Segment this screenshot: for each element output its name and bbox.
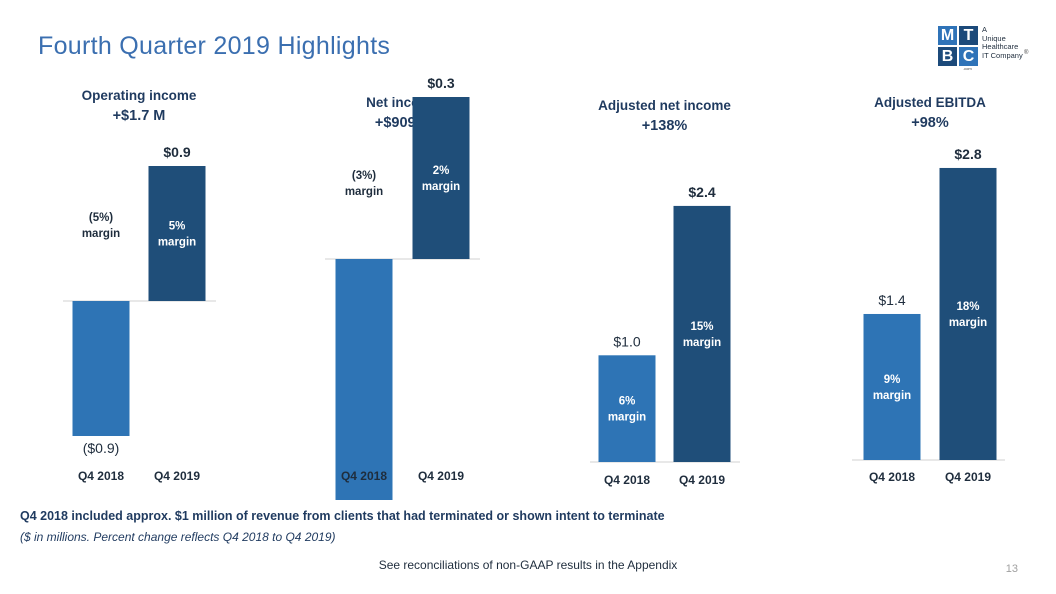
- margin-label: (5%): [89, 212, 113, 224]
- logo-tagline: A Unique Healthcare IT Company: [982, 25, 1023, 60]
- margin-label: margin: [683, 337, 721, 349]
- chart-subtitle: +$1.7 M: [113, 108, 166, 124]
- category-label: Q4 2019: [154, 469, 200, 483]
- bar: [598, 355, 656, 462]
- category-label: Q4 2018: [341, 469, 387, 483]
- margin-label: margin: [82, 228, 120, 240]
- units-note: ($ in millions. Percent change reflects …: [20, 530, 336, 544]
- bar: [939, 167, 997, 460]
- chart-title: Operating income: [82, 88, 197, 103]
- bar: [863, 313, 921, 460]
- category-label: Q4 2018: [604, 473, 650, 487]
- page-number: 13: [1005, 563, 1018, 575]
- slide-title: Fourth Quarter 2019 Highlights: [38, 32, 391, 60]
- highlights-charts: Operating income +$1.7 M ($0.9) (5%) margin Q…: [63, 75, 1005, 500]
- value-label: $0.3: [427, 75, 454, 91]
- mtbc-logo: M T B C A Unique Healthcare IT Company ®…: [938, 25, 1034, 74]
- value-label: $2.4: [688, 184, 715, 200]
- category-label: Q4 2019: [418, 469, 464, 483]
- bar: [673, 205, 731, 463]
- logo-letter-m: M: [938, 26, 957, 45]
- value-label: $1.4: [878, 292, 905, 308]
- margin-label: 5%: [169, 221, 186, 233]
- margin-label: 9%: [884, 374, 901, 386]
- margin-label: (3%): [352, 170, 376, 182]
- chart-title: Adjusted EBITDA: [874, 95, 986, 110]
- bar: [412, 97, 470, 259]
- margin-label: 15%: [690, 321, 713, 333]
- logo-dotcom: .com: [963, 66, 972, 71]
- chart-title: Adjusted net income: [598, 98, 731, 113]
- margin-label: margin: [158, 237, 196, 249]
- revenue-footnote: Q4 2018 included approx. $1 million of r…: [20, 509, 665, 523]
- category-label: Q4 2019: [945, 470, 991, 484]
- margin-label: margin: [949, 317, 987, 329]
- margin-label: margin: [608, 412, 646, 424]
- margin-label: margin: [873, 390, 911, 402]
- logo-letter-c: C: [959, 47, 978, 66]
- value-label: ($0.9): [83, 440, 120, 456]
- value-label: $2.8: [954, 146, 981, 162]
- category-label: Q4 2018: [869, 470, 915, 484]
- logo-letter-b: B: [938, 47, 957, 66]
- appendix-note: See reconciliations of non-GAAP results …: [378, 558, 678, 572]
- category-label: Q4 2019: [679, 473, 725, 487]
- chart-subtitle: +138%: [642, 118, 688, 134]
- margin-label: margin: [422, 181, 460, 193]
- logo-letter-t: T: [959, 26, 978, 45]
- logo-registered-mark: ®: [1024, 50, 1029, 56]
- margin-label: 2%: [433, 165, 450, 177]
- value-label: $1.0: [613, 333, 640, 349]
- bar: [72, 301, 130, 436]
- margin-label: 6%: [619, 396, 636, 408]
- margin-label: 18%: [956, 301, 979, 313]
- category-label: Q4 2018: [78, 469, 124, 483]
- margin-label: margin: [345, 186, 383, 198]
- bar: [148, 166, 206, 301]
- chart-subtitle: +98%: [911, 115, 949, 131]
- value-label: $0.9: [163, 144, 190, 160]
- bar: [335, 259, 393, 500]
